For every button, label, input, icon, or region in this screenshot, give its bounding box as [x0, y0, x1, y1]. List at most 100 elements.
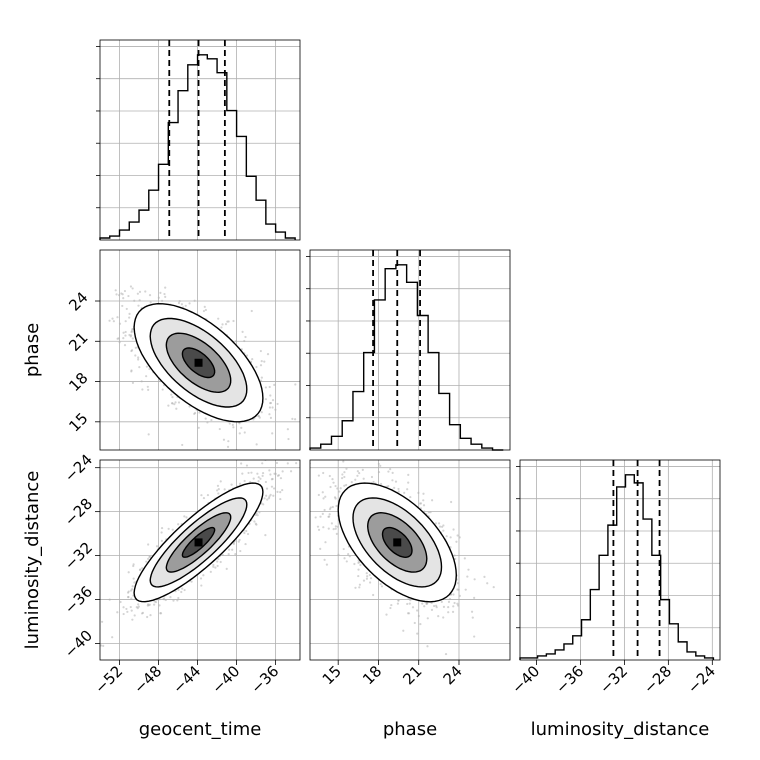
- sample-point: [125, 307, 128, 311]
- sample-point: [342, 460, 345, 463]
- sample-point: [473, 578, 476, 581]
- sample-point: [458, 536, 461, 539]
- sample-point: [335, 504, 338, 508]
- sample-point: [262, 503, 265, 506]
- sample-point: [409, 495, 412, 499]
- sample-point: [409, 599, 412, 602]
- sample-point: [334, 484, 337, 488]
- sample-point: [357, 568, 360, 571]
- sample-point: [418, 502, 422, 505]
- x-tick-label-luminosity_distance: −40: [508, 662, 543, 697]
- sample-point: [444, 652, 448, 656]
- sample-point: [232, 426, 235, 429]
- sample-point: [172, 599, 175, 602]
- x-tick-label-geocent_time: −48: [130, 662, 165, 697]
- sample-point: [180, 590, 183, 594]
- sample-point: [467, 568, 470, 571]
- sample-point: [124, 320, 127, 323]
- y-tick-label-phase: 15: [65, 409, 91, 435]
- sample-point: [226, 445, 230, 449]
- sample-point: [122, 606, 125, 609]
- sample-point: [127, 294, 130, 298]
- sample-point: [129, 605, 132, 609]
- sample-point: [290, 451, 292, 453]
- sample-point: [391, 471, 394, 474]
- sample-point: [473, 635, 476, 638]
- sample-point: [204, 308, 207, 312]
- sample-point: [447, 611, 450, 614]
- sample-point: [426, 645, 429, 648]
- sample-point: [160, 299, 164, 302]
- sample-point: [422, 492, 425, 495]
- sample-point: [171, 402, 174, 405]
- sample-point: [372, 593, 375, 597]
- sample-point: [267, 497, 271, 500]
- sample-point: [225, 567, 228, 570]
- sample-point: [200, 494, 203, 497]
- contour-line: [149, 317, 248, 408]
- sample-point: [416, 632, 419, 635]
- sample-point: [279, 477, 283, 480]
- sample-point: [138, 568, 142, 572]
- sample-point: [243, 531, 246, 535]
- sample-point: [183, 515, 186, 518]
- sample-point: [335, 532, 338, 536]
- sample-point: [137, 304, 140, 307]
- sample-point: [133, 299, 136, 302]
- sample-point: [122, 337, 125, 340]
- sample-point: [345, 467, 348, 470]
- sample-point: [231, 548, 234, 551]
- sample-point: [170, 393, 173, 396]
- x-tick-label-geocent_time: −52: [91, 662, 126, 697]
- sample-point: [338, 452, 340, 454]
- hist-step-geocent_time: [99, 54, 296, 240]
- sample-point: [136, 292, 139, 295]
- sample-point: [433, 604, 436, 608]
- y-tick-label-luminosity_distance: −36: [61, 582, 96, 617]
- sample-point: [132, 563, 135, 566]
- sample-point: [341, 473, 344, 476]
- sample-point: [448, 597, 452, 601]
- sample-point: [198, 411, 201, 414]
- sample-point: [176, 599, 179, 602]
- sample-point: [216, 564, 219, 568]
- sample-point: [190, 580, 193, 583]
- sample-point: [100, 620, 104, 623]
- sample-point: [372, 480, 375, 484]
- sample-point: [177, 596, 180, 600]
- hist-panel-phase: [306, 249, 511, 451]
- y-tick-label-luminosity_distance: −40: [61, 626, 96, 661]
- sample-point: [256, 472, 259, 475]
- sample-point: [200, 584, 203, 587]
- sample-point: [130, 597, 133, 600]
- sample-point: [137, 603, 140, 606]
- sample-point: [402, 629, 405, 632]
- contour-line: [149, 497, 248, 588]
- sample-point: [133, 581, 136, 584]
- panel-frame: [309, 249, 511, 451]
- sample-point: [369, 577, 373, 580]
- sample-point: [442, 605, 446, 608]
- sample-point: [115, 293, 118, 296]
- sample-point: [264, 480, 268, 484]
- sample-point: [259, 349, 262, 353]
- sample-point: [365, 577, 369, 580]
- sample-point: [127, 571, 130, 574]
- sample-point: [343, 471, 346, 474]
- sample-point: [171, 528, 174, 531]
- sample-point: [116, 316, 119, 319]
- sample-point: [264, 386, 267, 389]
- sample-point: [427, 511, 430, 514]
- sample-point: [158, 604, 161, 607]
- sample-point: [141, 611, 145, 614]
- sample-point: [128, 333, 131, 337]
- sample-point: [217, 317, 220, 320]
- sample-point: [334, 527, 337, 530]
- sample-point: [273, 383, 276, 386]
- sample-point: [317, 474, 320, 477]
- sample-point: [145, 375, 148, 378]
- sample-point: [289, 470, 293, 473]
- sample-point: [177, 523, 180, 526]
- sample-point: [253, 520, 256, 523]
- sample-point: [157, 296, 160, 299]
